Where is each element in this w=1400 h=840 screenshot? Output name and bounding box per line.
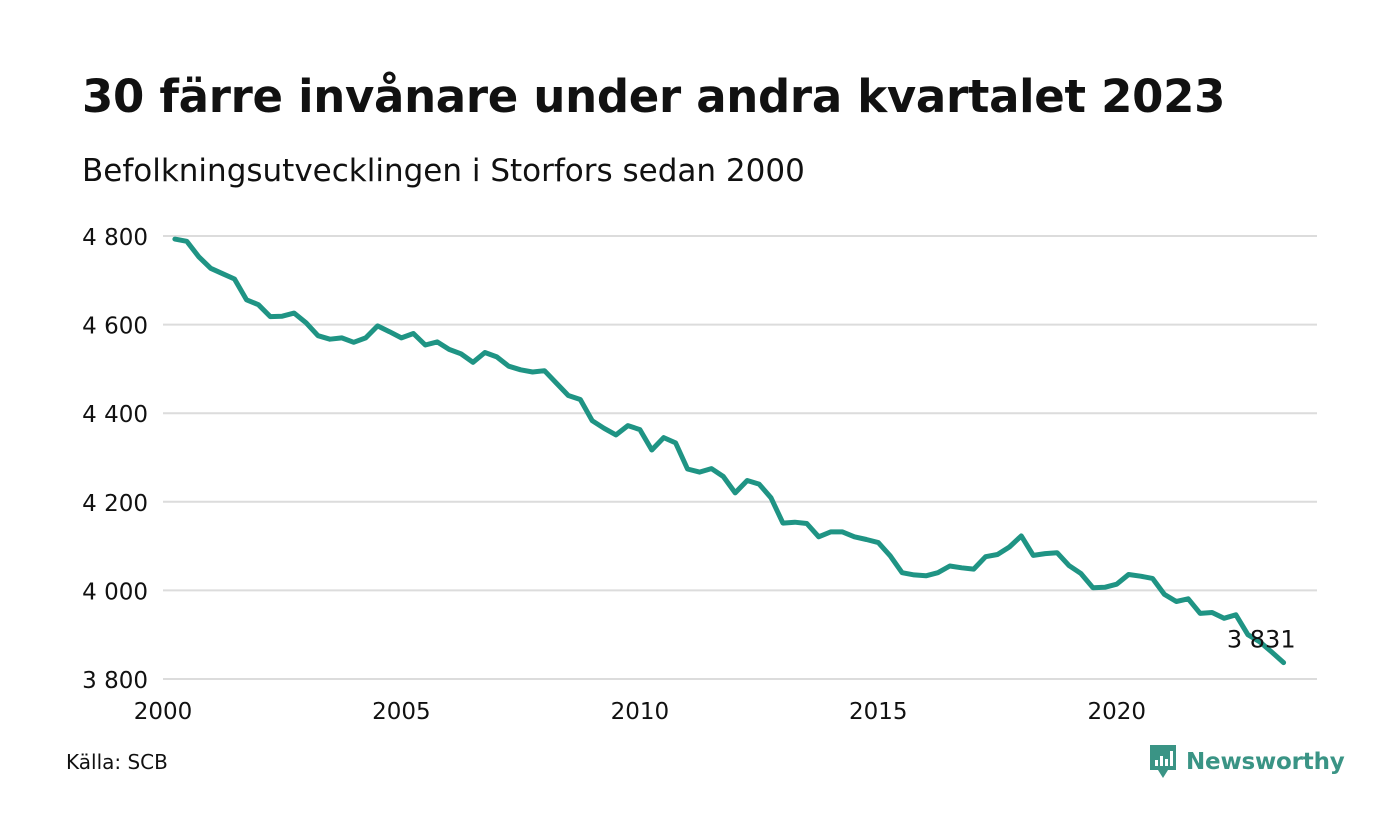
chart-title: 30 färre invånare under andra kvartalet … xyxy=(82,70,1226,123)
newsworthy-logo: Newsworthy xyxy=(1148,743,1345,781)
series-line-0 xyxy=(172,236,1287,666)
y-tick-label-3800: 3 800 xyxy=(82,668,148,694)
gridlines xyxy=(163,235,1317,680)
brand-name: Newsworthy xyxy=(1186,749,1345,775)
y-axis-labels: 3 800 4 000 4 200 4 400 4 600 4 800 xyxy=(82,225,148,694)
newsworthy-chart-bubble-icon xyxy=(1150,745,1176,778)
y-tick-label-4000: 4 000 xyxy=(82,579,148,605)
end-value-label: 3 831 xyxy=(1227,626,1296,654)
x-tick-label-2000: 2000 xyxy=(134,699,193,725)
series-layer xyxy=(172,236,1287,666)
chart-subtitle: Befolkningsutvecklingen i Storfors sedan… xyxy=(82,153,805,189)
x-tick-label-2010: 2010 xyxy=(611,699,670,725)
x-tick-label-2020: 2020 xyxy=(1087,699,1146,725)
y-tick-label-4200: 4 200 xyxy=(82,491,148,517)
source-note: Källa: SCB xyxy=(66,750,168,774)
y-tick-label-4400: 4 400 xyxy=(82,402,148,428)
y-tick-label-4800: 4 800 xyxy=(82,225,148,251)
x-tick-label-2015: 2015 xyxy=(849,699,908,725)
x-tick-label-2005: 2005 xyxy=(372,699,431,725)
x-axis-labels: 2000 2005 2010 2015 2020 xyxy=(134,699,1146,725)
y-tick-label-4600: 4 600 xyxy=(82,314,148,340)
